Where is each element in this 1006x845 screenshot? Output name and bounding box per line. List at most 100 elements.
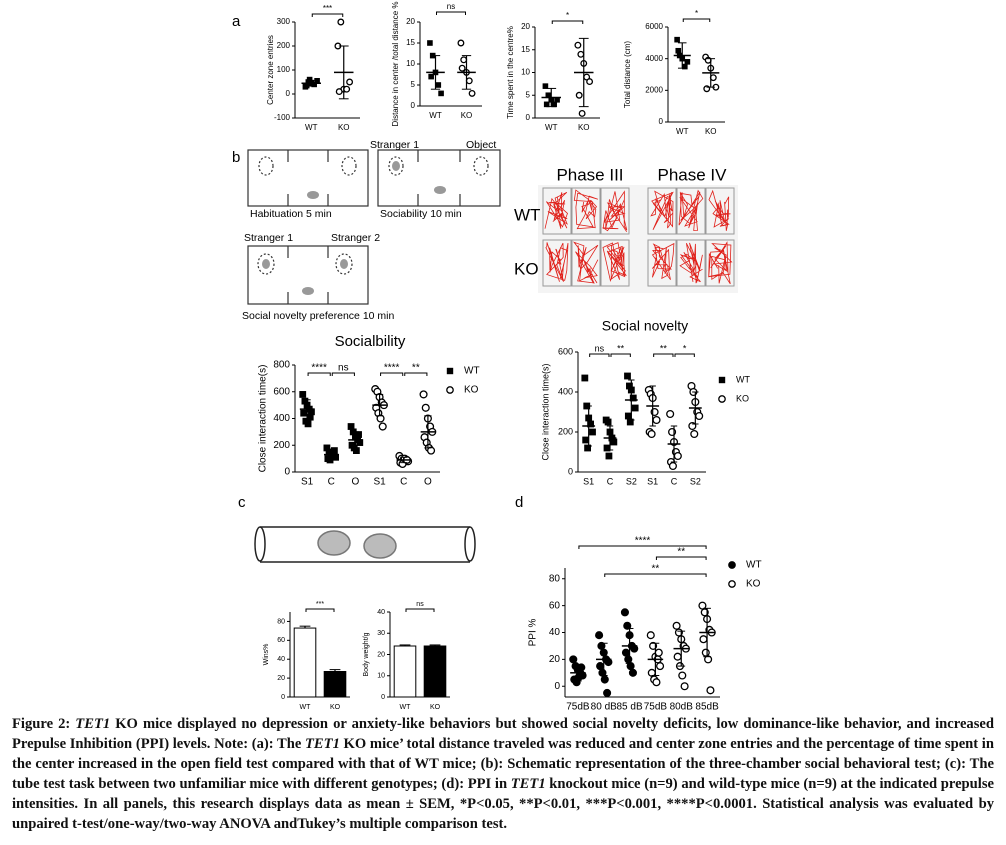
chamber [600,187,630,235]
data-point [589,428,596,436]
significance-bracket [331,372,355,376]
y-axis-label: PPI % [528,619,539,647]
data-point [680,682,689,691]
data-point [646,631,655,640]
x-tick-label: C [607,476,614,486]
data-point [621,648,631,657]
schematic [247,149,501,305]
significance-label: *** [323,4,332,13]
schematic-label: Stranger 1 [370,139,419,151]
x-tick-label: S1 [647,476,658,486]
x-tick-label: 85dB [695,702,719,710]
significance-bracket [405,608,435,612]
y-tick-label: 300 [277,17,291,26]
y-tick-label: 600 [558,346,573,356]
arena [247,245,369,305]
x-tick-label: S1 [301,477,314,488]
data-point [311,81,317,88]
significance-bracket [589,353,610,357]
chamber [542,239,572,287]
panel-label: c [238,494,246,511]
significance-label: ** [652,564,660,575]
data-point [626,418,634,426]
y-tick-label: 60 [277,637,285,644]
data-point [578,109,586,117]
data-point [673,451,682,461]
data-point [631,404,639,412]
data-point [675,47,682,54]
legend-label: KO [746,579,761,590]
caption-text: Figure 2: [12,716,76,732]
significance-bracket [380,372,404,376]
chamber [542,187,572,235]
arena [377,149,501,207]
y-tick-label: 100 [277,65,291,74]
y-tick-label: 800 [273,360,290,371]
x-tick-label: S2 [690,476,701,486]
data-point [457,39,465,47]
data-point [603,444,611,452]
y-tick-label: 30 [377,630,385,637]
x-tick-label: 75dB [644,702,668,710]
data-point [605,452,613,460]
data-point [323,444,331,452]
significance-label: ** [617,343,625,353]
chart: 0 5 10 15 20 Time spent in the centre% WT KO * [506,11,600,132]
bar [393,645,417,698]
y-axis-label: Time spent in the centre% [506,26,515,119]
row-label: WT [514,205,540,224]
y-axis-label: Center zone entries [266,35,275,105]
y-tick-label: 0 [281,694,285,701]
y-tick-label: 0 [411,101,416,110]
significance-label: ns [416,601,424,608]
data-point [626,382,633,390]
x-tick-label: O [424,477,432,488]
significance-bracket [578,545,707,549]
significance-bracket [682,18,711,22]
data-point [545,92,552,99]
chamber [676,239,706,287]
data-point [597,641,606,650]
chart: 0 10 20 30 40 Body weight/g WT KO ns [363,601,450,710]
y-axis-label: Distance in center /total distance % [391,2,400,127]
data-point [554,97,560,103]
track [679,242,703,284]
data-point [346,78,354,86]
significance-bracket [436,11,466,15]
chamber [647,239,677,287]
significance-label: * [695,9,698,18]
y-tick-label: 0 [554,681,560,692]
y-tick-label: 0 [568,466,573,476]
data-point [582,436,590,444]
x-tick-label: WT [300,704,312,710]
track [678,189,704,231]
data-point [304,420,312,428]
schematic-label: Social novelty preference 10 min [242,310,394,322]
data-point [465,77,473,85]
data-point [718,376,726,384]
x-tick-label: KO [430,704,441,710]
data-point [699,635,708,644]
y-tick-label: 15 [406,38,415,47]
data-point [701,648,710,657]
data-point [299,391,307,398]
y-tick-label: 10 [406,59,415,68]
x-tick-label: WT [305,123,318,132]
significance-bracket [655,556,707,560]
data-point [347,423,355,430]
data-point [728,561,736,569]
legend-label: WT [464,366,480,377]
data-point [468,89,476,97]
data-point [428,73,434,80]
y-tick-label: 0 [286,89,291,98]
data-point [306,413,314,421]
data-point [330,447,338,454]
data-point [551,101,557,108]
chart: 0 200 400 600 Close interaction time(s) S1 C S2… [540,318,750,487]
data-point [355,431,362,438]
y-tick-label: 20 [521,22,530,31]
data-point [314,78,320,84]
data-point [728,580,736,588]
y-tick-label: 80 [549,573,561,584]
